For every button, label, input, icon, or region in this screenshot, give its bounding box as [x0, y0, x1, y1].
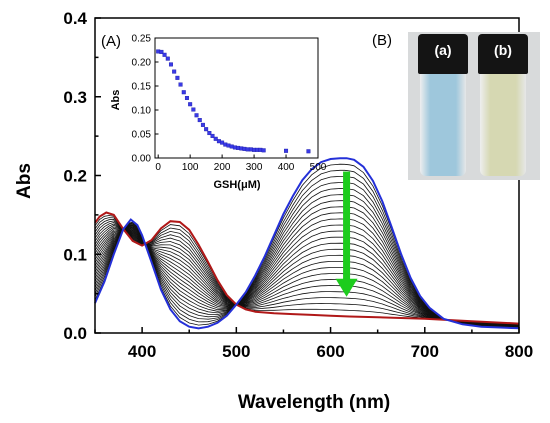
trend-arrow — [335, 171, 358, 297]
inset-data-point — [261, 148, 266, 153]
y-axis-label: Abs — [14, 163, 35, 199]
inset-data-point — [188, 102, 193, 107]
photo-panel-label: (B) — [372, 32, 392, 49]
inset-data-point — [168, 62, 173, 67]
inset-x-tick-label: 500 — [310, 162, 327, 173]
vial-photo: (a) (b) — [408, 32, 540, 180]
inset-panel-label: (A) — [101, 33, 121, 50]
arrow-shaft — [343, 171, 351, 281]
inset-data-point — [165, 56, 170, 61]
inset-x-tick-label: 0 — [155, 162, 161, 173]
inset-x-tick-label: 400 — [278, 162, 295, 173]
inset-x-tick-label: 100 — [182, 162, 199, 173]
intermediate-spectrum — [94, 200, 520, 328]
inset-data-point — [181, 90, 186, 95]
inset-data-point — [204, 127, 209, 132]
inset-data-point — [200, 122, 205, 127]
y-tick-label: 0.0 — [63, 324, 87, 343]
inset-data-point — [194, 113, 199, 118]
y-tick-label: 0.1 — [63, 245, 87, 264]
inset-data-point — [306, 149, 311, 154]
spectrum-series — [94, 157, 520, 330]
inset-data-point — [184, 95, 189, 100]
inset-data-point — [284, 148, 289, 153]
inset-frame — [154, 37, 319, 159]
inset-series-layer — [156, 49, 311, 154]
vial-solution — [420, 74, 466, 176]
inset-y-tick-label: 0.05 — [132, 130, 152, 141]
main-axis-ticks: 400 500 600 700 800 0.0 0.1 0.2 0.3 0.4 — [63, 9, 533, 361]
inset-y-tick-label: 0.00 — [132, 154, 152, 165]
x-tick-label: 500 — [222, 342, 250, 361]
main-series-layer — [94, 157, 520, 330]
vial-label: (a) — [434, 42, 452, 58]
inset-y-tick-label: 0.25 — [132, 34, 152, 45]
spectrum-series — [94, 211, 520, 325]
x-tick-label: 600 — [316, 342, 344, 361]
inset-x-tick-label: 300 — [246, 162, 263, 173]
vial-cap: (b) — [478, 34, 528, 74]
inset-data-point — [191, 107, 196, 112]
inset-data-point — [178, 82, 183, 87]
inset-x-axis-label: GSH(μM) — [213, 179, 260, 191]
y-tick-label: 0.4 — [63, 9, 87, 28]
intermediate-spectrum — [94, 188, 520, 328]
inset-data-point — [159, 49, 164, 54]
vial-solution — [480, 74, 526, 176]
x-tick-label: 400 — [128, 342, 156, 361]
inset-data-point — [175, 75, 180, 80]
inset-chart: 0 100 200 300 400 500 0.00 0.05 0.10 0.15 0.20 0.25… — [101, 33, 327, 191]
vial-label: (b) — [494, 42, 512, 58]
x-tick-label: 700 — [411, 342, 439, 361]
inset-y-tick-label: 0.20 — [132, 58, 152, 69]
inset-data-point — [210, 133, 215, 138]
spectra-layer — [94, 163, 520, 329]
inset-data-point — [213, 136, 218, 141]
arrow-head — [335, 278, 358, 297]
x-axis-label: Wavelength (nm) — [238, 392, 390, 413]
x-tick-label: 800 — [505, 342, 533, 361]
inset-axis-ticks: 0 100 200 300 400 500 0.00 0.05 0.10 0.15 0.20 0.25 — [132, 34, 327, 174]
y-tick-label: 0.3 — [63, 88, 87, 107]
inset-data-point — [207, 131, 212, 136]
inset-x-tick-label: 200 — [214, 162, 231, 173]
inset-y-tick-label: 0.10 — [132, 106, 152, 117]
inset-data-point — [172, 69, 177, 74]
inset-y-axis-label: Abs — [110, 90, 122, 111]
inset-data-point — [197, 118, 202, 123]
inset-data-point — [162, 52, 167, 57]
intermediate-spectrum — [94, 206, 520, 328]
intermediate-spectrum — [94, 176, 520, 329]
vial-cap: (a) — [418, 34, 468, 74]
inset-y-tick-label: 0.15 — [132, 82, 152, 93]
y-tick-label: 0.2 — [63, 167, 87, 186]
